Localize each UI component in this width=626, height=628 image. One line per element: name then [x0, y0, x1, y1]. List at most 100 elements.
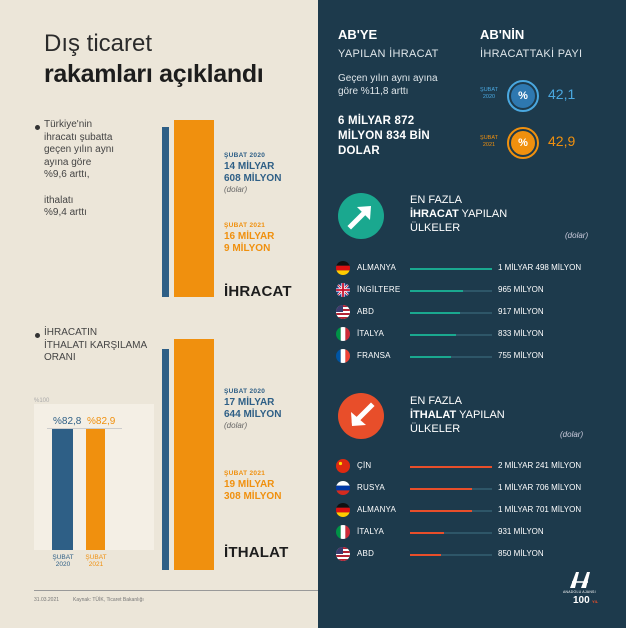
bar-fill [410, 554, 441, 556]
country-value: 2 MİLYAR 241 MİLYON [498, 461, 582, 470]
country-value: 1 MİLYAR 706 MİLYON [498, 483, 582, 492]
eu-export-amount-line: DOLAR [338, 145, 380, 157]
footer-date: 31.03.2021 [34, 597, 60, 603]
import-2020-labels: ŞUBAT 2020 17 MİLYAR 644 MİLYON (dolar) [224, 388, 281, 430]
country-name: ALMANYA [357, 263, 397, 272]
bar-fill [410, 268, 492, 270]
eu-export-amount-line: MİLYON 834 BİN [338, 130, 430, 142]
eu-share-head2: İHRACATTAKİ PAYI [480, 48, 583, 60]
percent-icon: % [511, 131, 535, 155]
eu-export-head2: YAPILAN İHRACAT [338, 48, 439, 60]
bar-fill [410, 532, 444, 534]
export-bar-2021 [174, 120, 214, 297]
eu-share-2020-value: 42,1 [548, 86, 576, 102]
eu-share-2021-period: ŞUBAT 2021 [475, 135, 503, 149]
export-2021-value: 16 MİLYAR [224, 231, 275, 242]
top-import-title-line: EN FAZLA [410, 395, 462, 407]
export-intro: Türkiye'nin ihracatı şubatta geçen yılın… [44, 119, 154, 220]
country-value: 917 MİLYON [498, 307, 544, 316]
footer-source: Kaynak: TÜİK, Ticaret Bakanlığı [73, 597, 144, 603]
flag-icon [336, 283, 350, 297]
period-year: 2021 [482, 142, 496, 148]
import-2021-value: 308 MİLYON [224, 491, 282, 502]
coverage-x-label: ŞUBAT [52, 554, 74, 561]
import-bar-2021 [174, 339, 214, 570]
import-2020-value: 644 MİLYON [224, 409, 282, 420]
flag-icon [336, 547, 350, 561]
logo-text: ANADOLU AJANSI [563, 590, 596, 594]
country-value: 833 MİLYON [498, 329, 544, 338]
export-2020-value: 608 MİLYON [224, 173, 282, 184]
flag-icon [336, 481, 350, 495]
import-label: İTHALAT [224, 544, 289, 561]
export-bar-2020 [162, 127, 169, 297]
top-import-title-rest: YAPILAN [456, 409, 505, 421]
anadolu-logo-icon [568, 570, 592, 590]
export-2020-value: 14 MİLYAR [224, 161, 275, 172]
export-2021-labels: ŞUBAT 2021 16 MİLYAR 9 MİLYON [224, 222, 274, 255]
bullet-icon [35, 333, 40, 338]
top-export-title-line: ÜLKELER [410, 222, 461, 234]
eu-export-change: Geçen yılın aynı ayına göre %11,8 arttı [338, 72, 438, 98]
eu-share-2020-ring [507, 80, 539, 112]
coverage-x-2021: ŞUBAT 2021 [83, 554, 109, 568]
export-2020-period: ŞUBAT 2020 [224, 152, 266, 159]
title-line2: rakamları açıklandı [44, 60, 264, 88]
bar-fill [410, 334, 456, 336]
flag-icon [336, 525, 350, 539]
bar-track [410, 554, 492, 556]
top-import-title: EN FAZLA İTHALAT YAPILAN ÜLKELER [410, 394, 505, 436]
bar-fill [410, 488, 472, 490]
intro-line: geçen yılın aynı [44, 144, 115, 155]
coverage-title-line: ORANI [44, 352, 76, 363]
coverage-x-label: 2020 [55, 561, 71, 568]
coverage-x-label: ŞUBAT [85, 554, 107, 561]
bar-fill [410, 466, 492, 468]
coverage-2021-label: %82,9 [87, 416, 116, 427]
percent-icon: % [511, 84, 535, 108]
right-panel [318, 0, 626, 628]
period-month: ŞUBAT [480, 135, 498, 141]
coverage-x-label: 2021 [88, 561, 104, 568]
country-name: ABD [357, 307, 375, 316]
top-export-title-bold: İHRACAT [410, 208, 459, 220]
flag-icon [336, 327, 350, 341]
bar-track [410, 532, 492, 534]
import-2020-period: ŞUBAT 2020 [224, 388, 266, 395]
arrow-up-right-icon [347, 206, 371, 230]
intro-line: %9,6 arttı, [44, 169, 90, 180]
export-2021-value: 9 MİLYON [224, 243, 271, 254]
intro-line: ayına göre [44, 156, 92, 168]
top-export-title: EN FAZLA İHRACAT YAPILAN ÜLKELER [410, 193, 507, 235]
top-export-unit: (dolar) [565, 231, 589, 240]
flag-icon [336, 503, 350, 517]
coverage-2020-label: %82,8 [53, 416, 82, 427]
top-export-title-rest: YAPILAN [458, 208, 508, 220]
bullet-icon [35, 125, 40, 130]
coverage-title-line: İHRACATIN [44, 327, 98, 338]
export-label: İHRACAT [224, 283, 292, 300]
export-2020-labels: ŞUBAT 2020 14 MİLYAR 608 MİLYON (dolar) [224, 152, 281, 194]
title-line1: Dış ticaret [44, 30, 153, 57]
logo-years: YIL [592, 599, 599, 604]
eu-share-head1: AB'NİN [480, 27, 525, 42]
coverage-axis-label: %100 [34, 398, 50, 404]
flag-icon [336, 459, 350, 473]
bar-fill [410, 510, 472, 512]
flag-icon [336, 349, 350, 363]
eu-share-2021-ring [507, 127, 539, 159]
import-unit: (dolar) [224, 421, 248, 430]
intro-line: ihracatı şubatta [44, 131, 113, 143]
country-name: FRANSA [357, 351, 391, 360]
intro-line: %9,4 arttı [44, 207, 87, 218]
country-value: 965 MİLYON [498, 285, 544, 294]
country-value: 931 MİLYON [498, 527, 544, 536]
bar-fill [410, 356, 451, 358]
coverage-bar-2020 [52, 429, 73, 550]
coverage-title-line: İTHALATI KARŞILAMA [44, 339, 148, 351]
country-value: 1 MİLYAR 701 MİLYON [498, 505, 582, 514]
country-name: ALMANYA [357, 505, 397, 514]
arrow-up-right-icon [338, 193, 384, 239]
country-name: İNGİLTERE [357, 285, 401, 294]
import-2020-value: 17 MİLYAR [224, 397, 275, 408]
